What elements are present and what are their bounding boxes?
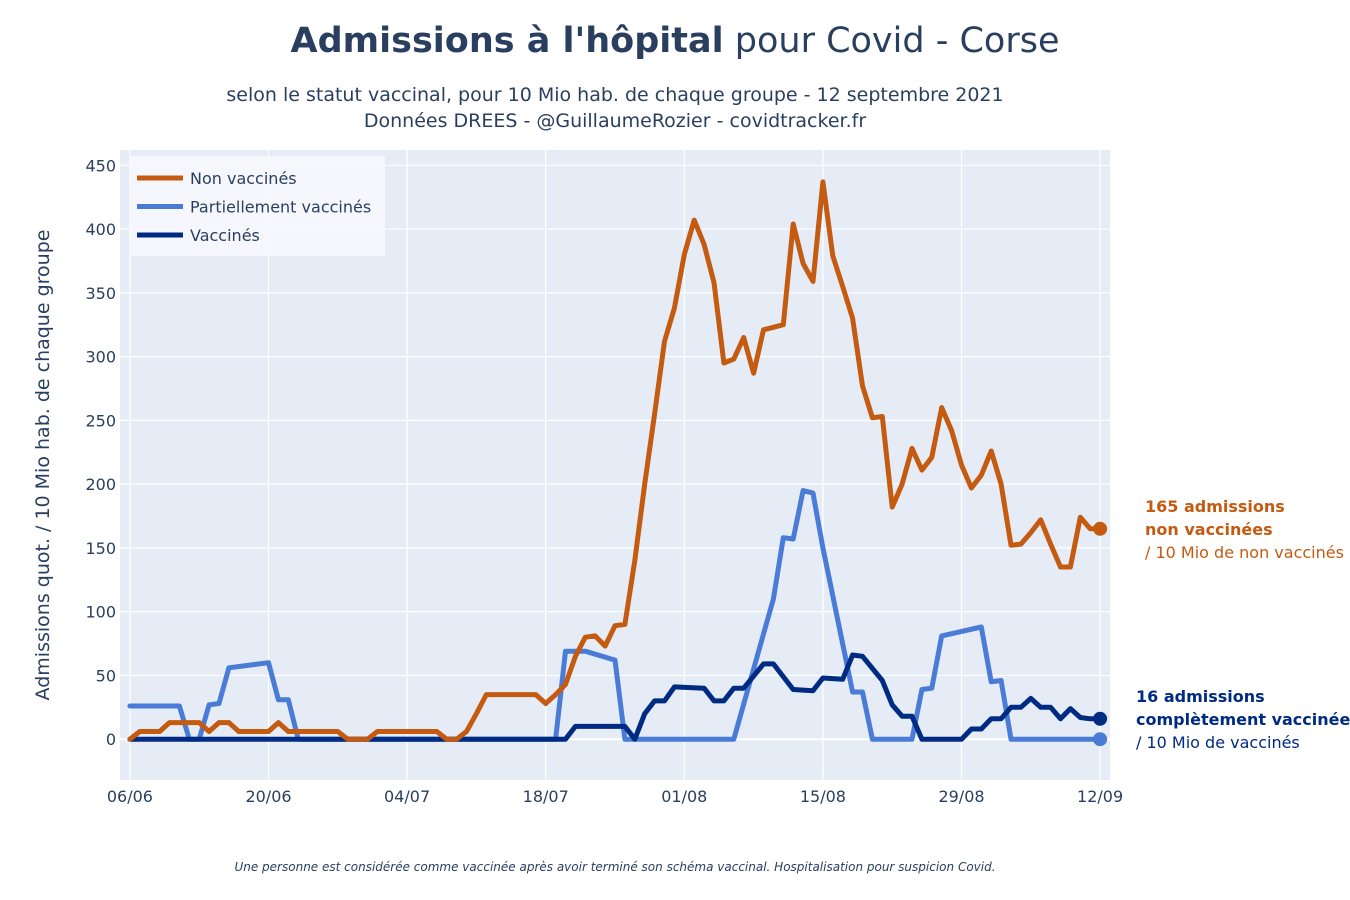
y-axis-label: Admissions quot. / 10 Mio hab. de chaque… xyxy=(32,230,54,701)
annotation-2-line-1: 16 admissions xyxy=(1136,687,1265,706)
y-tick-label-9: 450 xyxy=(85,156,116,175)
legend-label-1: Partiellement vaccinés xyxy=(190,198,371,217)
x-tick-label-4: 01/08 xyxy=(661,787,707,806)
y-tick-label-8: 400 xyxy=(85,220,116,239)
chart-subtitle-line1: selon le statut vaccinal, pour 10 Mio ha… xyxy=(226,84,1003,106)
x-tick-label-2: 04/07 xyxy=(384,787,430,806)
x-tick-label-3: 18/07 xyxy=(523,787,569,806)
x-tick-label-0: 06/06 xyxy=(107,787,153,806)
series-end-point-0 xyxy=(1093,521,1108,536)
end-annotations: 165 admissions non vaccinées / 10 Mio de n… xyxy=(1136,497,1350,752)
y-tick-label-1: 50 xyxy=(96,666,116,685)
chart-title: Admissions à l'hôpital pour Covid - Cors… xyxy=(291,21,1060,61)
annotation-0-line-2: non vaccinées xyxy=(1145,520,1273,539)
series-end-point-1 xyxy=(1093,732,1108,747)
legend-label-2: Vaccinés xyxy=(190,226,260,245)
x-tick-label-6: 29/08 xyxy=(938,787,984,806)
chart-title-rest: pour Covid - Corse xyxy=(724,21,1060,61)
annotation-2-line-3: / 10 Mio de vaccinés xyxy=(1136,733,1300,752)
annotation-2-line-2: complètement vaccinée xyxy=(1136,710,1350,729)
footnote: Une personne est considérée comme vaccin… xyxy=(234,860,995,874)
legend: Non vaccinés Partiellement vaccinés Vaccin… xyxy=(129,156,385,256)
series-layer xyxy=(127,179,1108,747)
y-tick-labels: 0 50 100 150 200 250 300 350 400 450 xyxy=(85,156,116,749)
series-end-point-2 xyxy=(1093,711,1108,726)
x-tick-label-7: 12/09 xyxy=(1077,787,1123,806)
series-line-1 xyxy=(127,488,1103,742)
legend-label-0: Non vaccinés xyxy=(190,169,297,188)
annotation-0-line-3: / 10 Mio de non vaccinés xyxy=(1145,543,1344,562)
y-tick-label-3: 150 xyxy=(85,539,116,558)
series-line-2 xyxy=(127,652,1103,742)
legend-items: Non vaccinés Partiellement vaccinés Vaccin… xyxy=(137,169,371,245)
chart-title-bold: Admissions à l'hôpital xyxy=(291,21,724,61)
x-tick-labels: 06/06 20/06 04/07 18/07 01/08 15/08 29/08 12/09 xyxy=(107,787,1123,806)
y-tick-label-2: 100 xyxy=(85,603,116,622)
x-tick-label-5: 15/08 xyxy=(800,787,846,806)
y-tick-label-0: 0 xyxy=(106,730,116,749)
y-tick-label-4: 200 xyxy=(85,475,116,494)
y-tick-label-6: 300 xyxy=(85,348,116,367)
y-tick-label-7: 350 xyxy=(85,284,116,303)
chart-subtitle-line2: Données DREES - @GuillaumeRozier - covid… xyxy=(364,110,866,132)
y-tick-label-5: 250 xyxy=(85,411,116,430)
x-tick-label-1: 20/06 xyxy=(245,787,291,806)
series-line-0 xyxy=(127,179,1103,742)
annotation-0-line-1: 165 admissions xyxy=(1145,497,1285,516)
